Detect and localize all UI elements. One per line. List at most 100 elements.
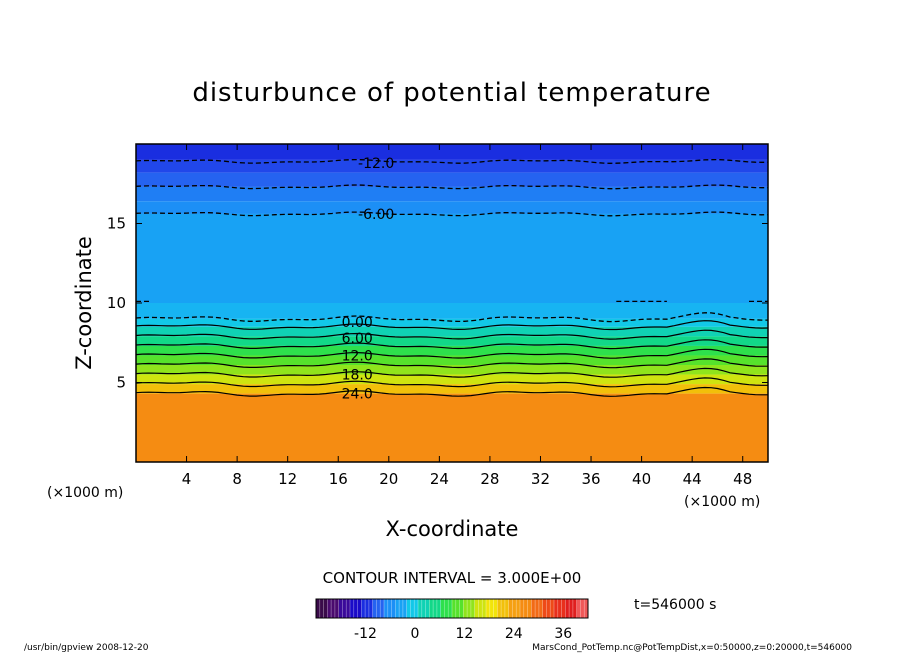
colorbar-cell: [459, 599, 464, 618]
colorbar-cell: [436, 599, 441, 618]
contour-line-7: [135, 339, 768, 350]
colorbar-tick-label: 0: [410, 626, 419, 642]
contour-label: -6.00: [358, 207, 394, 223]
colorbar-cell: [338, 599, 343, 618]
colorbar-cell: [463, 599, 468, 618]
colorbar-cell: [516, 599, 521, 618]
time-label: t=546000 s: [634, 597, 716, 613]
contour-line-8: [135, 348, 769, 359]
colorbar-cell: [444, 599, 449, 618]
y-axis-ticks: 5 10 15: [107, 215, 768, 392]
x-axis-ticks: 4 8 12 16 20 24 28 32 36 40 44 48: [182, 144, 752, 488]
colorbar-cell: [550, 599, 555, 618]
colorbar-cell: [497, 599, 502, 618]
colorbar-cell: [384, 599, 389, 618]
x-axis-label: X-coordinate: [386, 517, 519, 541]
colorbar-cell: [470, 599, 475, 618]
x-tick-label: 4: [182, 470, 192, 488]
colorbar-cell: [554, 599, 559, 618]
colorbar-cell: [546, 599, 551, 618]
colorbar-cell: [331, 599, 336, 618]
x-unit-left: (×1000 m): [47, 485, 123, 501]
colorbar-cell: [334, 599, 339, 618]
colorbar-cell: [448, 599, 453, 618]
colorbar-cell: [467, 599, 472, 618]
y-tick-label: 10: [107, 294, 126, 312]
colorbar-ticks: -12 0 12 24 36: [354, 626, 572, 642]
color-band-2: [136, 172, 768, 187]
color-band-4: [136, 201, 768, 214]
x-tick-label: 12: [278, 470, 297, 488]
color-band-11: [136, 355, 768, 366]
colorbar-cell: [418, 599, 423, 618]
colorbar-tick-label: 24: [505, 626, 523, 642]
contour-label: 0.00: [342, 315, 373, 331]
x-tick-label: 36: [581, 470, 600, 488]
contour-line-4: [135, 312, 768, 323]
colorbar-cell: [452, 599, 457, 618]
colorbar-cell: [376, 599, 381, 618]
colorbar-cell: [395, 599, 400, 618]
y-axis-label: Z-coordinate: [72, 236, 96, 370]
colorbar-cell: [493, 599, 498, 618]
x-tick-label: 44: [683, 470, 702, 488]
color-band-14: [136, 384, 768, 394]
x-tick-label: 40: [632, 470, 651, 488]
x-tick-label: 48: [733, 470, 752, 488]
y-tick-label: 5: [116, 374, 126, 392]
colorbar-cell: [535, 599, 540, 618]
contour-line-12: [135, 386, 768, 397]
colorbar-cell: [474, 599, 479, 618]
colorbar-cell: [414, 599, 419, 618]
footer-left: /usr/bin/gpview 2008-12-20: [24, 643, 149, 653]
x-tick-label: 32: [531, 470, 550, 488]
contour-label: -12.0: [358, 156, 394, 172]
color-band-7: [136, 318, 768, 327]
colorbar-cell: [531, 599, 536, 618]
x-tick-label: 20: [379, 470, 398, 488]
colorbar-cell: [561, 599, 566, 618]
colorbar-cell: [557, 599, 562, 618]
contour-label: 6.00: [342, 331, 373, 347]
colorbar-cell: [361, 599, 366, 618]
x-unit-right: (×1000 m): [684, 494, 760, 510]
colorbar-cell: [353, 599, 358, 618]
colorbar-cell: [565, 599, 570, 618]
contour-line-10: [135, 367, 769, 378]
x-tick-label: 16: [329, 470, 348, 488]
colorbar-cell: [410, 599, 415, 618]
color-band-10: [136, 345, 768, 356]
contour-label: 24.0: [342, 387, 373, 403]
colorbar-cell: [584, 599, 589, 618]
colorbar-cell: [520, 599, 525, 618]
colorbar-cell: [399, 599, 404, 618]
colorbar-cell: [425, 599, 430, 618]
color-band-0: [136, 144, 768, 160]
footer-right: MarsCond_PotTemp.nc@PotTempDist,x=0:5000…: [532, 643, 852, 653]
contour-interval: CONTOUR INTERVAL = 3.000E+00: [323, 569, 582, 587]
colorbar-cell: [365, 599, 370, 618]
colorbar-cell: [512, 599, 517, 618]
contour-line-1: [135, 184, 768, 190]
colorbar-cell: [580, 599, 585, 618]
colorbar-cell: [346, 599, 351, 618]
colorbar-tick-label: -12: [354, 626, 377, 642]
colorbar-cell: [387, 599, 392, 618]
color-band-8: [136, 326, 768, 337]
color-band-15: [136, 393, 768, 462]
colorbar-cell: [569, 599, 574, 618]
contour-label: 12.0: [342, 348, 373, 364]
contour-line-9: [135, 358, 768, 369]
colorbar-cell: [391, 599, 396, 618]
colorbar-cell: [504, 599, 509, 618]
colorbar-cell: [572, 599, 577, 618]
colorbar-cell: [350, 599, 355, 618]
colorbar: [315, 598, 589, 619]
colorbar-cell: [316, 599, 321, 618]
colorbar-cell: [486, 599, 491, 618]
color-band-6: [136, 303, 768, 319]
colorbar-cell: [421, 599, 426, 618]
contour-line-0: [135, 158, 768, 164]
colorbar-cell: [323, 599, 328, 618]
